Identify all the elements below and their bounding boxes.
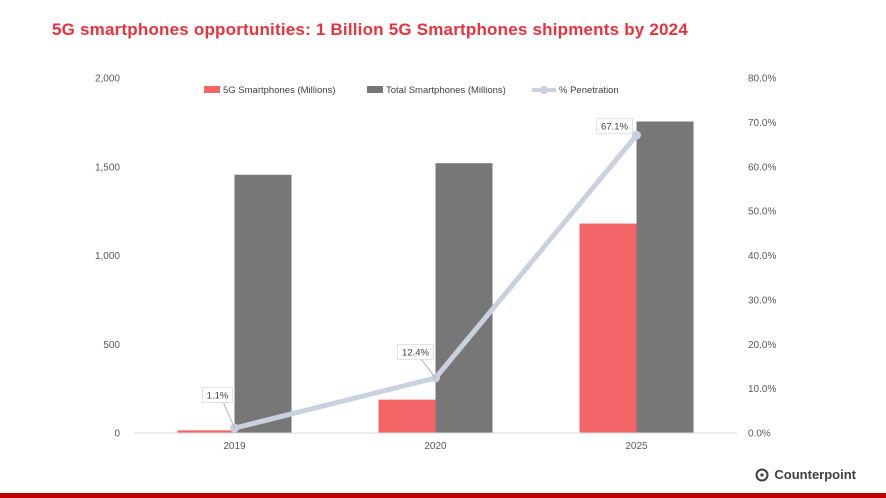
legend-total-smartphones-label: Total Smartphones (Millions) — [386, 85, 506, 96]
y-right-tick-label: 20.0% — [748, 340, 776, 351]
penetration-data-label: 67.1% — [601, 122, 628, 133]
bar-total-smartphones — [234, 174, 292, 434]
y-left-tick-label: 1,500 — [95, 162, 120, 173]
bar-5g-smartphones — [378, 399, 436, 433]
legend-5g-smartphones-swatch — [204, 86, 220, 93]
chart-title: 5G smartphones opportunities: 1 Billion … — [52, 20, 688, 39]
callout-box — [397, 344, 434, 360]
brand-name: Counterpoint — [774, 467, 856, 482]
y-left-tick-label: 0 — [114, 429, 120, 440]
penetration-data-label: 1.1% — [207, 391, 229, 402]
y-right-tick-label: 0.0% — [748, 429, 771, 440]
bar-5g-smartphones — [579, 223, 637, 433]
legend-penetration-marker — [540, 86, 548, 94]
legend-5g-smartphones-label: 5G Smartphones (Millions) — [223, 85, 335, 96]
bar-5g-smartphones — [177, 430, 235, 433]
y-right-tick-label: 60.0% — [748, 162, 776, 173]
y-right-tick-label: 40.0% — [748, 251, 776, 262]
legend-penetration-label: % Penetration — [559, 85, 619, 96]
y-left-tick-label: 2,000 — [95, 74, 120, 85]
x-tick-label: 2025 — [625, 441, 648, 452]
brand-logo: Counterpoint — [755, 467, 856, 482]
legend-total-smartphones-swatch — [367, 86, 383, 93]
callout-leader — [223, 402, 235, 429]
y-left-tick-label: 500 — [103, 340, 120, 351]
penetration-point — [632, 130, 641, 140]
y-right-tick-label: 70.0% — [748, 118, 776, 129]
x-tick-label: 2019 — [223, 441, 246, 452]
callout-box — [596, 118, 633, 135]
bottom-bar — [0, 493, 886, 498]
bar-total-smartphones — [435, 163, 493, 433]
y-right-tick-label: 50.0% — [748, 207, 776, 218]
callout-box — [202, 387, 233, 403]
y-right-tick-label: 10.0% — [748, 384, 776, 395]
y-right-tick-label: 30.0% — [748, 295, 776, 306]
y-left-tick-label: 1,000 — [95, 251, 120, 262]
bar-total-smartphones — [636, 121, 694, 434]
x-tick-label: 2020 — [424, 441, 447, 452]
penetration-data-label: 12.4% — [402, 347, 429, 358]
callout-leader — [421, 359, 436, 379]
counterpoint-logo-icon — [755, 468, 769, 481]
y-right-tick-label: 80.0% — [748, 74, 776, 85]
